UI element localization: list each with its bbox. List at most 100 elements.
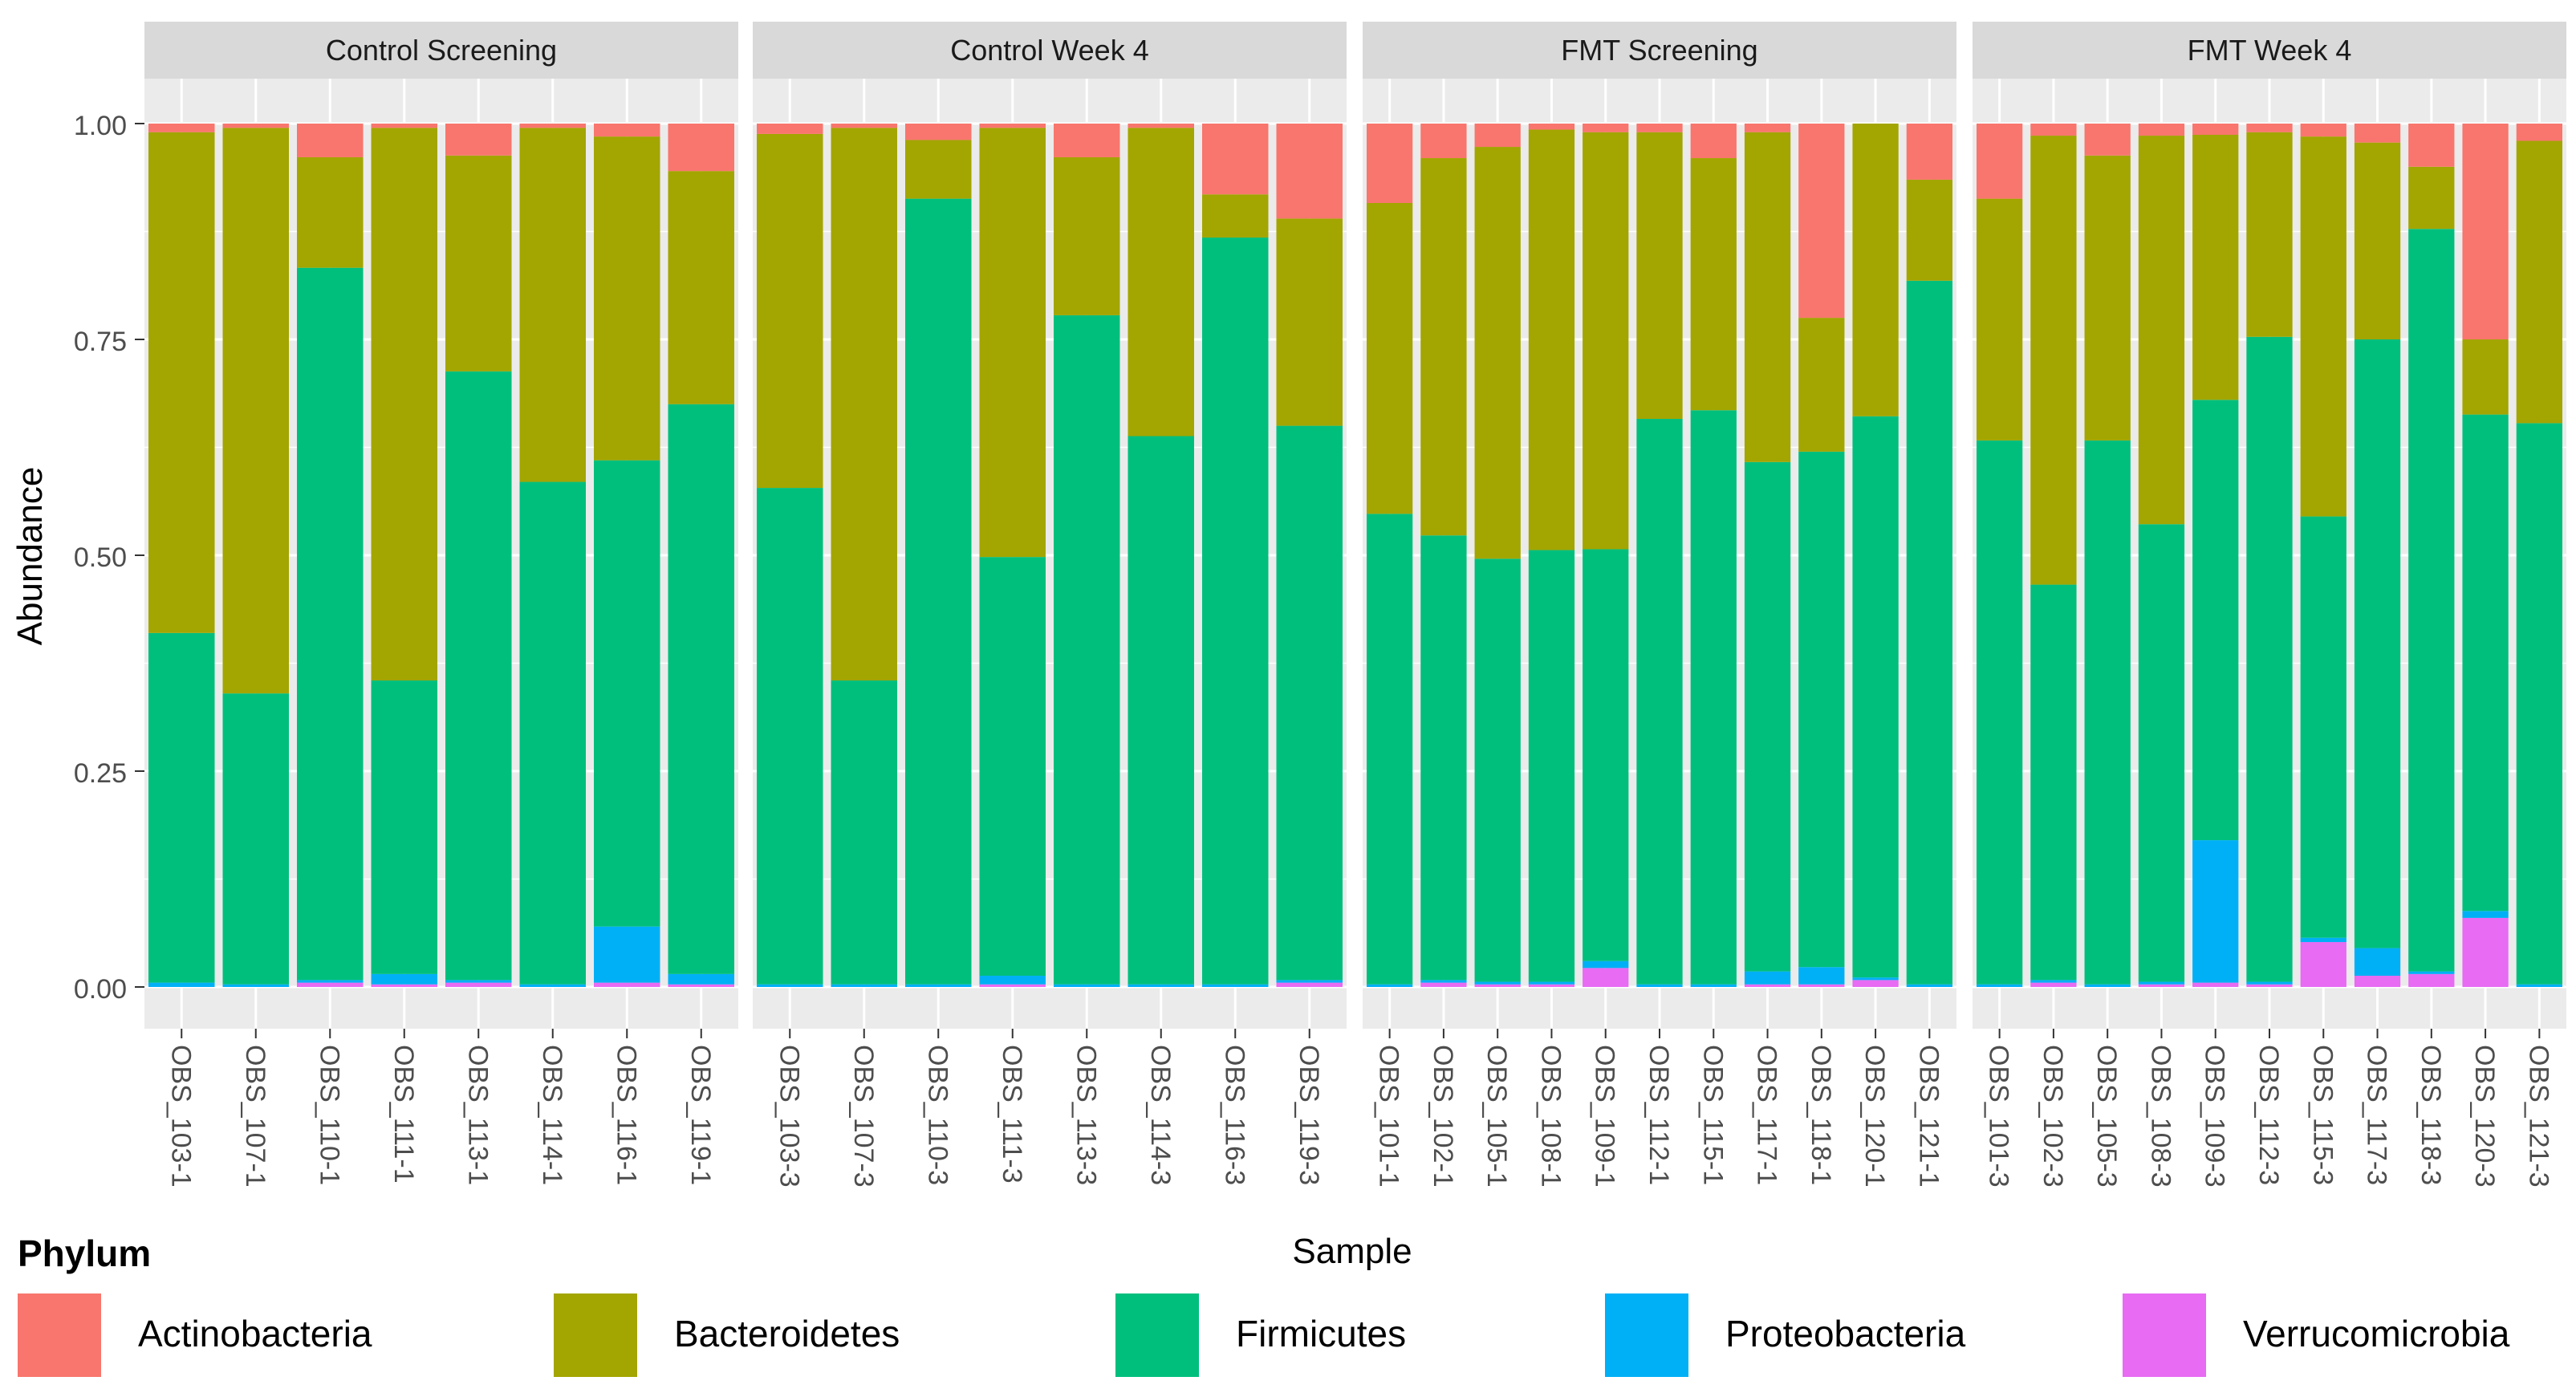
bar-segment-actinobacteria [519,124,586,128]
x-tick-label: OBS_112-1 [1644,1045,1674,1185]
x-tick-label: OBS_112-3 [2253,1045,2284,1185]
bar-segment-proteobacteria [222,984,289,987]
y-tick-label: 0.25 [74,758,127,789]
bar-segment-actinobacteria [1690,124,1737,159]
bar-segment-actinobacteria [1420,124,1467,159]
legend-key-proteobacteria [1605,1293,1688,1377]
bar-segment-bacteroidetes [979,128,1046,558]
y-tick-label: 0.50 [74,542,127,573]
bar-segment-proteobacteria [2354,948,2401,977]
bar-segment-actinobacteria [1054,124,1120,157]
bar-segment-bacteroidetes [905,140,972,199]
bar-segment-bacteroidetes [2462,339,2509,415]
legend-key-actinobacteria [18,1293,101,1377]
bar-segment-bacteroidetes [1202,194,1269,238]
bar-segment-proteobacteria [1202,984,1269,987]
x-tick-label: OBS_101-1 [1374,1045,1404,1188]
bar-segment-verrucomicrobia [2354,976,2401,987]
bar-segment-bacteroidetes [2354,142,2401,339]
x-tick-label: OBS_117-1 [1752,1045,1782,1185]
bar-segment-bacteroidetes [2408,166,2455,229]
bar-segment-proteobacteria [1528,981,1575,985]
bar-segment-bacteroidetes [757,133,823,489]
bar-segment-firmicutes [594,460,660,927]
legend-key-firmicutes [1115,1293,1199,1377]
bar-segment-actinobacteria [2354,124,2401,143]
x-tick-label: OBS_109-3 [2200,1045,2230,1188]
legend-key-verrucomicrobia [2123,1293,2206,1377]
bar-segment-proteobacteria [371,973,437,985]
bar-segment-verrucomicrobia [2192,982,2239,987]
bar-segment-firmicutes [1420,535,1467,981]
bar-segment-bacteroidetes [1906,179,1952,281]
x-tick-label: OBS_110-3 [922,1045,953,1185]
x-tick-label: OBS_121-1 [1913,1045,1944,1188]
x-tick-label: OBS_109-1 [1590,1045,1620,1188]
bar-segment-firmicutes [297,267,364,981]
x-tick-label: OBS_120-1 [1859,1045,1890,1188]
bar-segment-bacteroidetes [668,171,734,404]
x-tick-label: OBS_103-3 [774,1045,804,1188]
bar-segment-actinobacteria [148,124,215,132]
x-tick-label: OBS_119-1 [685,1045,716,1185]
bar-segment-verrucomicrobia [2030,982,2077,987]
bar-segment-verrucomicrobia [297,982,364,987]
bar-segment-firmicutes [2192,400,2239,841]
bar-segment-firmicutes [1054,315,1120,985]
bar-segment-verrucomicrobia [2300,942,2346,987]
bar-segment-bacteroidetes [1276,218,1343,426]
legend-key-bacteroidetes [554,1293,637,1377]
facet-strip-label: FMT Screening [1561,34,1757,67]
bar-segment-actinobacteria [2246,124,2293,132]
x-tick-label: OBS_118-3 [2416,1045,2446,1185]
bar-segment-verrucomicrobia [2138,984,2185,987]
bar-segment-actinobacteria [2084,124,2131,156]
bar-segment-bacteroidetes [297,156,364,268]
bar-segment-firmicutes [1690,410,1737,985]
bar-segment-actinobacteria [1276,124,1343,219]
bar-segment-actinobacteria [1798,124,1845,319]
bar-segment-bacteroidetes [445,155,512,372]
facet-strip-label: Control Week 4 [950,34,1148,67]
bar-segment-proteobacteria [2516,984,2562,987]
bar-segment-bacteroidetes [1054,156,1120,315]
bar-segment-actinobacteria [1744,124,1791,132]
bar-segment-verrucomicrobia [1852,980,1899,987]
bar-segment-actinobacteria [1367,124,1413,203]
bar-segment-bacteroidetes [831,128,897,681]
x-tick-label: OBS_102-3 [2038,1045,2068,1188]
bar-segment-proteobacteria [2138,981,2185,985]
x-tick-label: OBS_117-3 [2362,1045,2392,1185]
bar-segment-proteobacteria [2192,840,2239,983]
bar-segment-actinobacteria [594,124,660,137]
x-tick-label: OBS_116-3 [1219,1045,1249,1185]
x-tick-label: OBS_103-1 [165,1045,196,1188]
bar-segment-firmicutes [1977,440,2023,985]
x-tick-label: OBS_113-1 [462,1045,493,1185]
bar-segment-bacteroidetes [1798,318,1845,452]
bar-segment-bacteroidetes [371,128,437,681]
x-tick-label: OBS_101-3 [1984,1045,2014,1188]
bar-segment-actinobacteria [445,124,512,156]
legend-label-bacteroidetes: Bacteroidetes [674,1313,900,1354]
bar-segment-bacteroidetes [2084,155,2131,441]
bar-segment-bacteroidetes [1128,128,1194,437]
bar-segment-actinobacteria [1202,124,1269,195]
bar-segment-proteobacteria [594,926,660,983]
bar-segment-proteobacteria [2246,981,2293,985]
y-tick-label: 1.00 [74,111,127,141]
bar-segment-actinobacteria [1128,124,1194,128]
bar-segment-firmicutes [2354,339,2401,948]
bar-segment-actinobacteria [2138,124,2185,136]
x-tick-label: OBS_105-1 [1481,1045,1512,1188]
x-tick-label: OBS_119-3 [1294,1045,1324,1185]
bar-segment-proteobacteria [905,984,972,987]
legend-title: Phylum [18,1233,151,1274]
bar-segment-firmicutes [1583,549,1629,961]
bar-segment-verrucomicrobia [1528,984,1575,987]
bar-segment-firmicutes [2246,336,2293,982]
x-tick-label: OBS_116-1 [611,1045,641,1185]
bar-segment-firmicutes [222,693,289,985]
